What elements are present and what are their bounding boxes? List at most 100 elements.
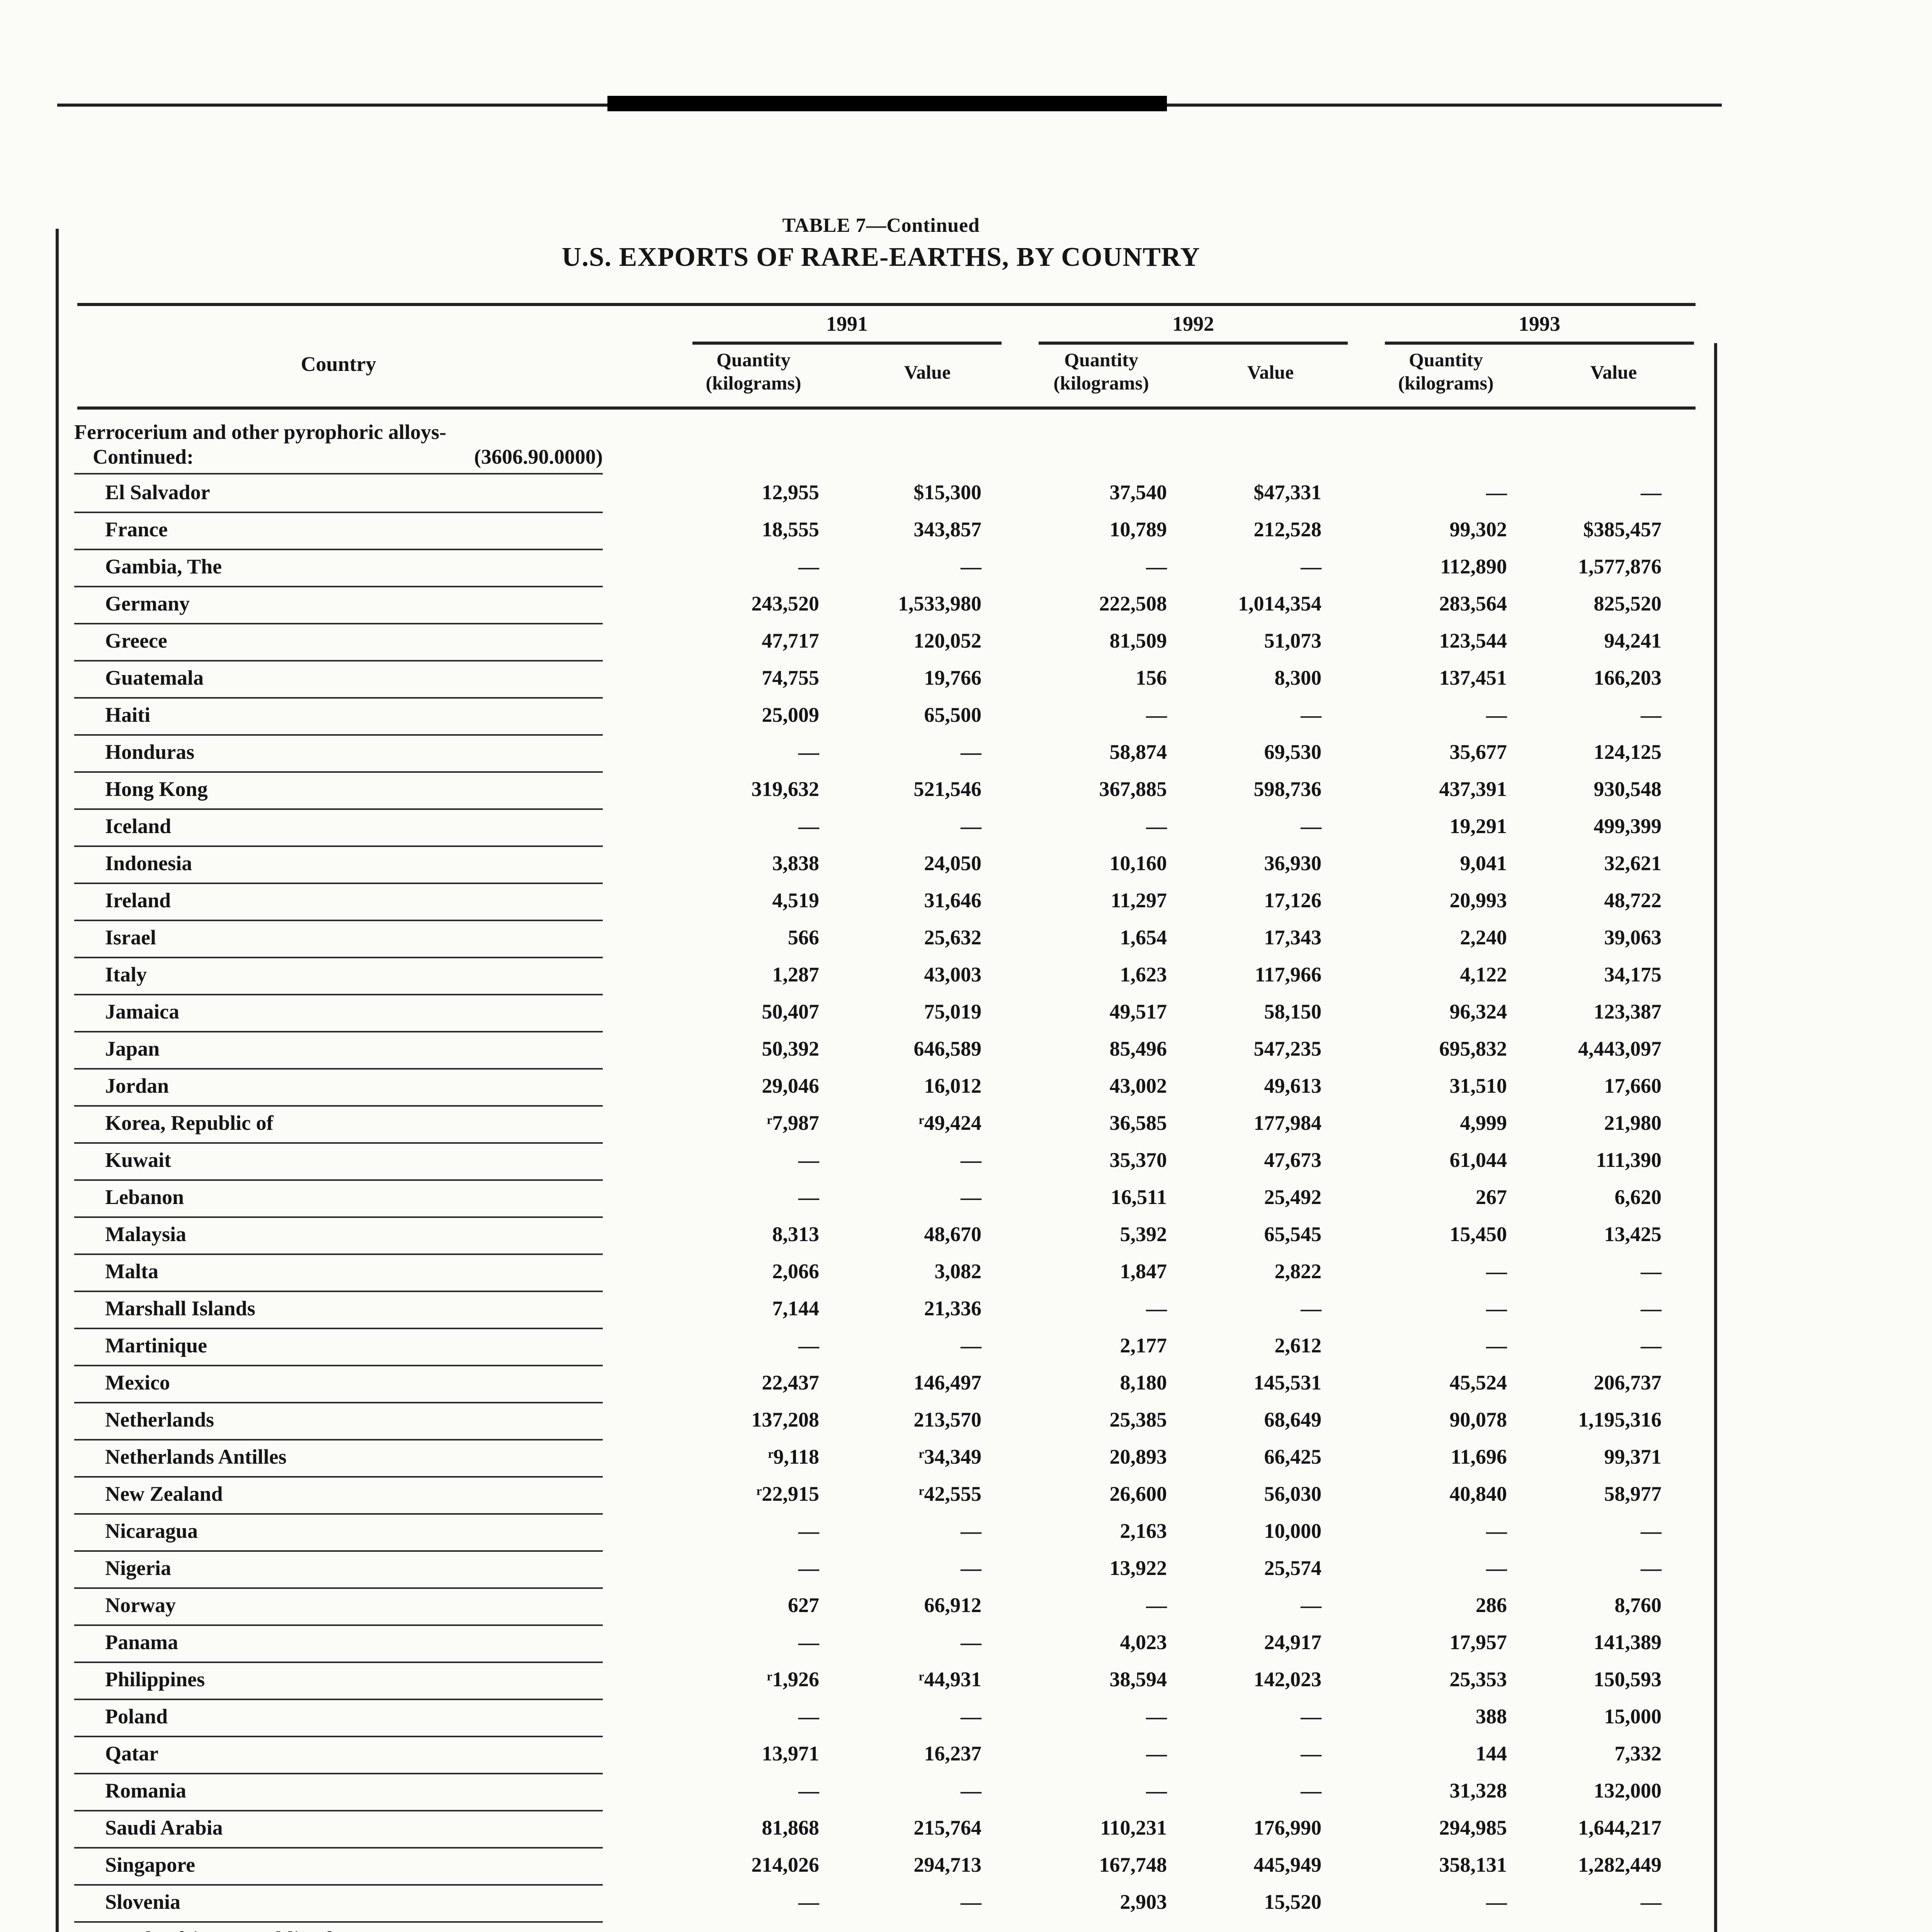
value-cell: —	[1486, 1556, 1507, 1580]
value-cell: 17,660	[1604, 1074, 1662, 1097]
value-cell: 2,903	[1120, 1890, 1167, 1913]
value-cell: —	[1641, 1519, 1662, 1543]
country-cell: Indonesia	[74, 847, 603, 884]
value-cell: 4,023	[1120, 1631, 1167, 1654]
value-cell: 930,548	[1594, 777, 1662, 801]
value-cell: 2,822	[1274, 1260, 1322, 1283]
country-cell: Honduras	[74, 736, 603, 773]
country-cell: Norway	[74, 1589, 603, 1626]
country-cell: Gambia, The	[74, 550, 603, 587]
value-cell: 15,000	[1604, 1705, 1662, 1728]
year-underline-1993	[1385, 342, 1694, 344]
quantity-header-line2: (kilograms)	[1053, 372, 1149, 394]
value-cell: —	[961, 555, 981, 578]
value-cell: 21,980	[1604, 1111, 1662, 1134]
value-cell: 16,237	[924, 1742, 982, 1765]
value-cell: 35,370	[1109, 1148, 1167, 1172]
value-cell: 123,387	[1594, 1000, 1662, 1023]
value-cell: —	[1146, 1779, 1167, 1802]
table-row: Honduras — — 58,874 69,530 35,677 124,125	[74, 736, 1662, 773]
value-cell: —	[798, 1705, 819, 1728]
country-cell: Philippines	[74, 1663, 603, 1700]
value-cell: 40,840	[1449, 1482, 1507, 1505]
value-cell: 4,999	[1460, 1111, 1507, 1134]
value-cell: 150,593	[1594, 1668, 1662, 1691]
value-cell: 1,287	[772, 963, 820, 986]
value-cell: 20,993	[1449, 889, 1507, 912]
value-cell: —	[961, 1631, 981, 1654]
value-cell: 367,885	[1099, 777, 1167, 801]
value-cell: 123,544	[1439, 629, 1507, 652]
value-cell: 75,019	[924, 1000, 982, 1023]
value-cell: 294,985	[1439, 1816, 1507, 1839]
value-cell: 5,392	[1120, 1223, 1167, 1246]
year-header-1992: 1992	[1172, 312, 1214, 335]
value-cell: 2,177	[1120, 1334, 1167, 1357]
value-cell: 243,520	[751, 592, 820, 615]
value-cell: 598,736	[1253, 777, 1322, 801]
value-cell: 31,646	[924, 889, 982, 912]
value-cell: —	[1301, 555, 1321, 578]
page-title: U.S. EXPORTS OF RARE-EARTHS, BY COUNTRY	[561, 241, 1201, 272]
value-cell: 16,395	[603, 1923, 820, 1932]
table-row: Italy 1,287 43,003 1,623 117,966 4,122 34,175	[74, 958, 1662, 995]
value-cell: 12,955	[762, 481, 820, 504]
value-cell: —	[1641, 1297, 1662, 1320]
value-cell: 1,533,980	[898, 592, 981, 615]
value-cell: 36,585	[1109, 1111, 1167, 1134]
value-cell: 38,594	[1109, 1668, 1167, 1691]
value-cell: 58,977	[1604, 1482, 1662, 1505]
value-cell: 81,868	[762, 1816, 820, 1839]
table-row: Poland — — — — 388 15,000	[74, 1700, 1662, 1737]
country-cell: Guatemala	[74, 662, 603, 699]
country-cell: Qatar	[74, 1737, 603, 1774]
table-row: Gambia, The — — — — 112,890 1,577,876	[74, 550, 1662, 587]
value-cell: —	[1301, 703, 1321, 726]
value-cell: —	[1641, 1556, 1662, 1580]
table-row: Slovenia — — 2,903 15,520 — —	[74, 1886, 1662, 1923]
value-cell: 358,131	[1439, 1853, 1507, 1876]
country-cell: Mexico	[74, 1366, 603, 1403]
country-cell: Malaysia	[74, 1218, 603, 1255]
table-row: Saudi Arabia 81,868 215,764 110,231 176,990 2…	[74, 1811, 1662, 1849]
value-cell: 206,737	[1594, 1371, 1662, 1394]
table-header-rule	[77, 406, 1696, 410]
country-cell: Israel	[74, 921, 603, 958]
country-cell: New Zealand	[74, 1478, 603, 1515]
value-cell: 132,000	[1594, 1779, 1662, 1802]
value-cell: 13,425	[1604, 1223, 1662, 1246]
value-cell: 51,073	[1264, 629, 1322, 652]
value-cell: —	[798, 1334, 819, 1357]
value-cell: 74,755	[762, 666, 820, 689]
value-cell: 176,990	[1253, 1816, 1322, 1839]
value-cell: 61,378	[1507, 1923, 1662, 1932]
value-cell: —	[961, 815, 981, 838]
value-cell: 286	[1476, 1594, 1507, 1617]
value-cell: —	[798, 1631, 819, 1654]
country-column-header: Country	[301, 352, 376, 376]
value-cell: 20,893	[1109, 1445, 1167, 1468]
value-cell: —	[961, 740, 981, 764]
table-row: Mexico 22,437 146,497 8,180 145,531 45,524 206…	[74, 1366, 1662, 1403]
value-cell: 22,437	[762, 1371, 820, 1394]
value-cell: —	[961, 1334, 981, 1357]
value-cell: 58,874	[1109, 740, 1167, 764]
value-cell: 24,050	[924, 852, 982, 875]
value-cell: —	[961, 1185, 981, 1209]
table-row: Indonesia 3,838 24,050 10,160 36,930 9,041 32,…	[74, 847, 1662, 884]
value-cell: 110,231	[1100, 1816, 1167, 1839]
value-cell: 819	[981, 1923, 1167, 1932]
value-cell: 17,343	[1264, 926, 1322, 949]
value-header-1991: Value	[904, 362, 951, 383]
quantity-header-1992: Quantity (kilograms)	[1012, 349, 1190, 396]
section-header-line2: Continued: (3606.90.0000)	[74, 445, 603, 474]
table-row: Singapore 214,026 294,713 167,748 445,949 358…	[74, 1849, 1662, 1886]
value-cell: —	[1641, 703, 1662, 726]
value-cell: 48,670	[924, 1223, 982, 1246]
table-row: Germany 243,520 1,533,980 222,508 1,014,354 2…	[74, 587, 1662, 624]
value-cell: —	[1146, 1594, 1167, 1617]
country-cell: Saudi Arabia	[74, 1811, 603, 1849]
country-cell: Slovenia	[74, 1886, 603, 1923]
table-row: France 18,555 343,857 10,789 212,528 99,302 $3…	[74, 513, 1662, 550]
country-cell: Martinique	[74, 1329, 603, 1366]
